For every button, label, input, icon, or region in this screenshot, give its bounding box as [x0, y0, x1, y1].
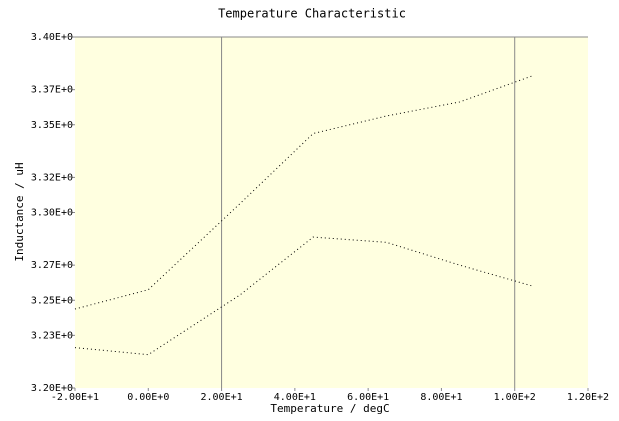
x-tick-label: 1.00E+2 [494, 392, 536, 403]
y-tick-label: 3.23E+0 [31, 330, 73, 341]
x-tick-label: 8.00E+1 [420, 392, 462, 403]
x-tick-label: 6.00E+1 [347, 392, 389, 403]
y-tick-label: 3.37E+0 [31, 85, 73, 96]
x-tick-label: -2.00E+1 [51, 392, 99, 403]
x-tick-label: 0.00E+0 [127, 392, 169, 403]
plot-area [75, 37, 588, 388]
y-tick-label: 3.30E+0 [31, 208, 73, 219]
y-tick-label: 3.27E+0 [31, 260, 73, 271]
y-tick-label: 3.25E+0 [31, 295, 73, 306]
y-tick-label: 3.35E+0 [31, 120, 73, 131]
y-tick-label: 3.40E+0 [31, 32, 73, 43]
x-tick-label: 2.00E+1 [200, 392, 242, 403]
y-tick-label: 3.32E+0 [31, 172, 73, 183]
x-tick-label: 1.20E+2 [567, 392, 609, 403]
y-tick-label: 3.20E+0 [31, 383, 73, 394]
series-line [74, 236, 534, 356]
x-tick-label: 4.00E+1 [274, 392, 316, 403]
y-axis-label: Inductance / uH [13, 162, 26, 261]
x-axis-label: Temperature / degC [270, 402, 389, 415]
series-line [74, 75, 534, 310]
chart-title: Temperature Characteristic [218, 7, 406, 21]
